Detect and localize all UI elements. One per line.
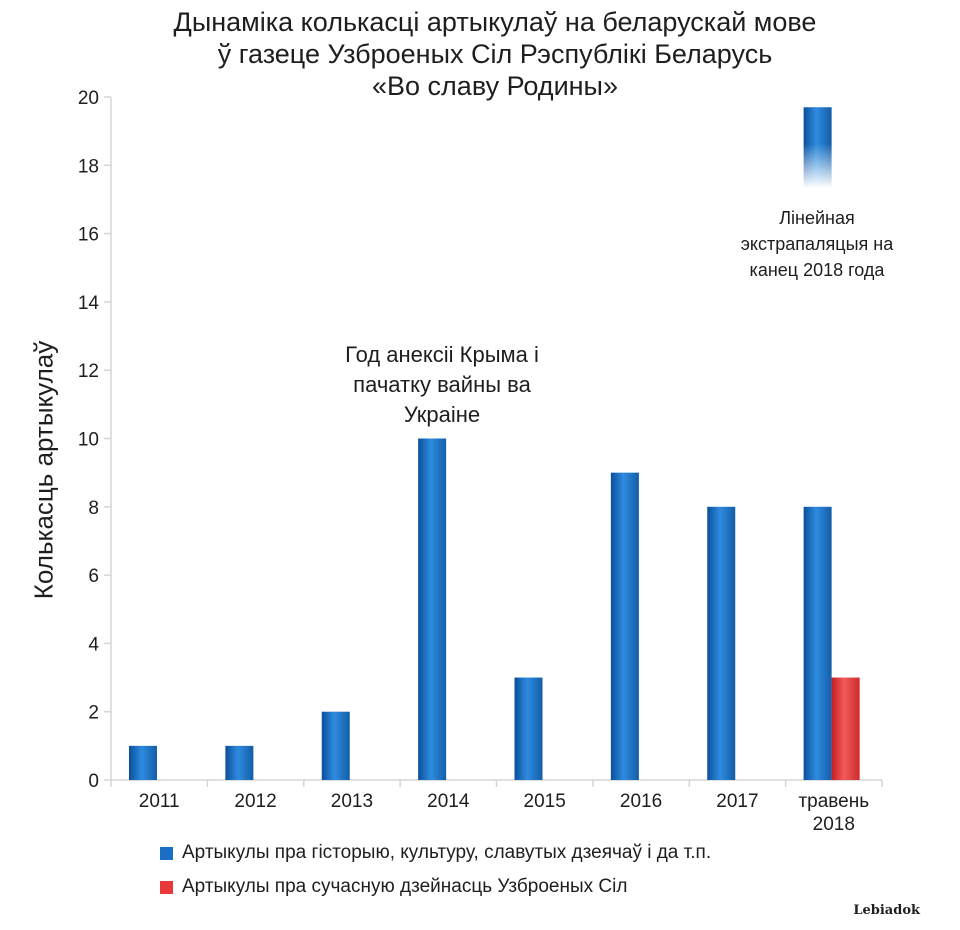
watermark: Lebiadok [853,903,920,918]
annotation-crimea-line-3: Украіне [403,402,481,427]
y-tick-label: 10 [78,430,99,451]
annotation-extrapolation-line-2: экстрапаляцыя на [740,234,894,254]
x-tick-label: 2016 [620,791,662,812]
legend-item-armed-forces: Артыкулы пра сучасную дзейнасць Узброены… [160,870,711,904]
y-tick-label: 16 [78,225,99,246]
x-tick-label: 2017 [716,791,758,812]
annotation-extrapolation-line-3: канец 2018 года [749,260,885,280]
bar [129,745,157,780]
extrapolation-fade [802,107,833,189]
chart-title: Дынаміка колькасці артыкулаў на беларуск… [0,6,960,102]
x-tick-label: 2012 [234,791,276,812]
legend: Артыкулы пра гісторыю, культуру, славуты… [160,836,711,904]
x-tick-label: 2011 [139,791,180,812]
bar [514,677,543,780]
annotation-extrapolation-line-1: Лінейная [779,208,855,228]
bar [225,745,254,780]
bar [707,506,736,780]
chart-title-line-2: ў газеце Узброеных Сіл Рэспублікі Белару… [217,39,773,69]
bar [321,711,350,780]
annotation-crimea: Год анексіі Крыма і пачатку вайны ва Укр… [312,340,572,430]
y-tick-label: 8 [88,498,99,519]
bars [129,107,860,780]
chart-title-line-3: «Во славу Родины» [372,71,618,101]
annotation-crimea-line-2: пачатку вайны ва [353,372,531,397]
x-tick-labels: 2011 2012 2013 2014 2015 2016 2017 травень 2018 [139,791,869,835]
y-tick-label: 2 [88,703,99,724]
y-tick-label: 6 [88,566,99,587]
bar [418,438,447,780]
bar [803,506,832,780]
x-tick-label: 2013 [331,791,373,812]
chart-title-line-1: Дынаміка колькасці артыкулаў на беларуск… [173,7,817,37]
bar [610,472,639,780]
y-tick-label: 4 [88,634,99,655]
legend-swatch-red [160,880,173,894]
y-tick-label: 14 [78,293,100,314]
x-tick-label: травень 2018 [798,791,869,835]
x-tick-label: 2015 [524,791,566,812]
y-tick-labels: 0 2 4 6 8 10 12 14 16 18 20 [78,88,100,792]
y-tick-label: 12 [78,361,99,382]
y-tick-label: 20 [78,88,99,109]
axes [104,96,883,787]
legend-item-history: Артыкулы пра гісторыю, культуру, славуты… [160,836,711,870]
bar [831,677,860,780]
legend-label-history: Артыкулы пра гісторыю, культуру, славуты… [182,842,712,863]
y-tick-label: 18 [78,156,99,177]
legend-label-armed-forces: Артыкулы пра сучасную дзейнасць Узброены… [182,876,628,897]
annotation-extrapolation: Лінейная экстрапаляцыя на канец 2018 год… [722,205,912,283]
y-tick-label: 0 [88,771,99,792]
legend-swatch-blue [160,846,173,860]
annotation-crimea-line-1: Год анексіі Крыма і [345,342,539,367]
x-tick-label: 2014 [427,791,470,812]
